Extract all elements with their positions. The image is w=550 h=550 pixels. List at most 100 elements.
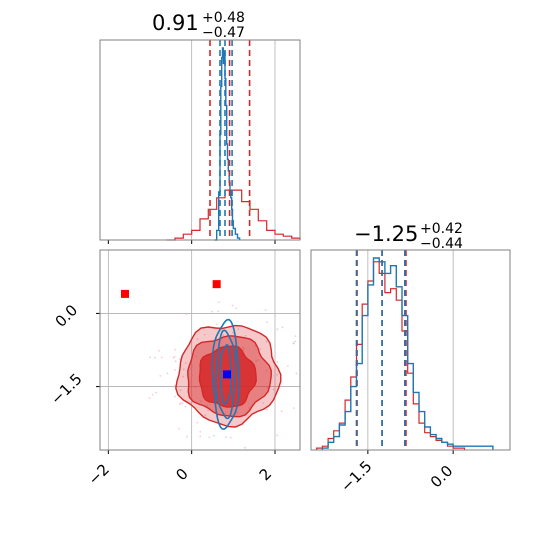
sample-point <box>280 410 283 413</box>
sample-point <box>178 427 180 430</box>
sample-point <box>158 349 161 352</box>
sample-point <box>215 323 218 326</box>
sample-point <box>243 347 245 350</box>
sample-point <box>174 360 177 363</box>
sample-point <box>195 355 197 358</box>
sample-point <box>292 342 295 345</box>
x-tick-label: 2 <box>256 465 275 484</box>
sample-point <box>174 384 176 387</box>
sample-point <box>259 348 262 350</box>
sample-point <box>237 328 240 330</box>
param2-title-minus: −0.44 <box>420 236 463 252</box>
sample-point <box>276 373 278 376</box>
sample-point <box>172 357 175 359</box>
marker-red <box>212 280 221 289</box>
sample-point <box>184 362 187 364</box>
param1-title-median: 0.91 <box>152 11 199 35</box>
x-tick-label: 0.0 <box>427 462 457 492</box>
sample-point <box>257 359 260 361</box>
sample-point <box>244 334 247 337</box>
contour-blue <box>215 329 237 420</box>
sample-point <box>294 340 297 343</box>
panel-frame <box>310 249 511 451</box>
sample-point <box>173 355 176 358</box>
sample-point <box>294 335 297 337</box>
sample-point <box>236 411 238 414</box>
marker-red <box>121 289 129 298</box>
sample-point <box>266 408 268 411</box>
sample-point <box>199 435 202 438</box>
sample-point <box>151 393 154 396</box>
sample-point <box>148 397 151 400</box>
sample-point <box>266 321 268 324</box>
histogram-red <box>166 189 301 241</box>
param2-histogram-panel <box>310 249 511 454</box>
sample-point <box>272 388 275 391</box>
panel-frame <box>310 249 511 451</box>
sample-point <box>255 360 258 363</box>
sample-point <box>213 434 215 437</box>
panel-frame <box>99 39 301 241</box>
sample-point <box>199 430 202 433</box>
sample-point <box>184 405 187 408</box>
sample-point <box>204 414 207 417</box>
sample-point <box>208 436 211 439</box>
sample-point <box>173 395 176 398</box>
panel-frame <box>99 39 301 241</box>
sample-point <box>196 421 199 424</box>
param2-title-median: −1.25 <box>354 222 418 246</box>
sample-point <box>181 402 184 405</box>
sample-point <box>149 356 152 359</box>
param1-title: 0.91 +0.48 −0.47 <box>152 10 245 41</box>
contour-blue <box>211 318 241 431</box>
sample-point <box>203 333 206 336</box>
sample-point <box>276 328 279 331</box>
sample-point <box>155 391 158 394</box>
sample-point <box>242 349 245 352</box>
sample-point <box>229 436 232 439</box>
sample-point <box>248 407 250 409</box>
sample-point <box>244 446 246 449</box>
sample-point <box>231 304 234 307</box>
sample-point <box>166 372 169 375</box>
sample-point <box>182 375 185 378</box>
marker-blue <box>223 370 232 379</box>
histogram-blue <box>214 47 241 241</box>
sample-point <box>264 309 267 311</box>
sample-point <box>186 435 189 438</box>
sample-point <box>265 370 268 372</box>
sample-point <box>222 334 225 337</box>
param1-title-minus: −0.47 <box>202 25 245 41</box>
y-tick-label: 0.0 <box>52 301 82 331</box>
sample-point <box>224 412 227 415</box>
sample-point <box>217 301 220 304</box>
x-tick-label: 0 <box>172 465 191 484</box>
sample-point <box>178 358 181 360</box>
sample-point <box>207 409 210 412</box>
sample-point <box>179 389 182 392</box>
param2-title: −1.25 +0.42 −0.44 <box>354 221 463 252</box>
param1-histogram-panel <box>99 39 301 244</box>
joint-posterior-panel <box>96 249 301 454</box>
sample-point <box>179 403 181 406</box>
sample-point <box>174 369 176 371</box>
sample-point <box>286 365 289 367</box>
sample-point <box>232 331 234 334</box>
param1-title-plus: +0.48 <box>202 10 245 26</box>
sample-point <box>225 436 227 438</box>
sample-point <box>191 365 193 367</box>
sample-point <box>194 386 197 389</box>
sample-point <box>174 348 177 351</box>
sample-point <box>154 356 156 359</box>
sample-point <box>295 372 298 375</box>
sample-point <box>200 400 202 403</box>
sample-point <box>185 313 188 315</box>
sample-point <box>276 361 279 364</box>
histogram-blue <box>321 257 494 450</box>
sample-point <box>262 402 265 404</box>
sample-point <box>276 434 279 437</box>
sample-point <box>211 310 213 313</box>
sample-point <box>281 326 284 329</box>
sample-point <box>196 338 199 341</box>
